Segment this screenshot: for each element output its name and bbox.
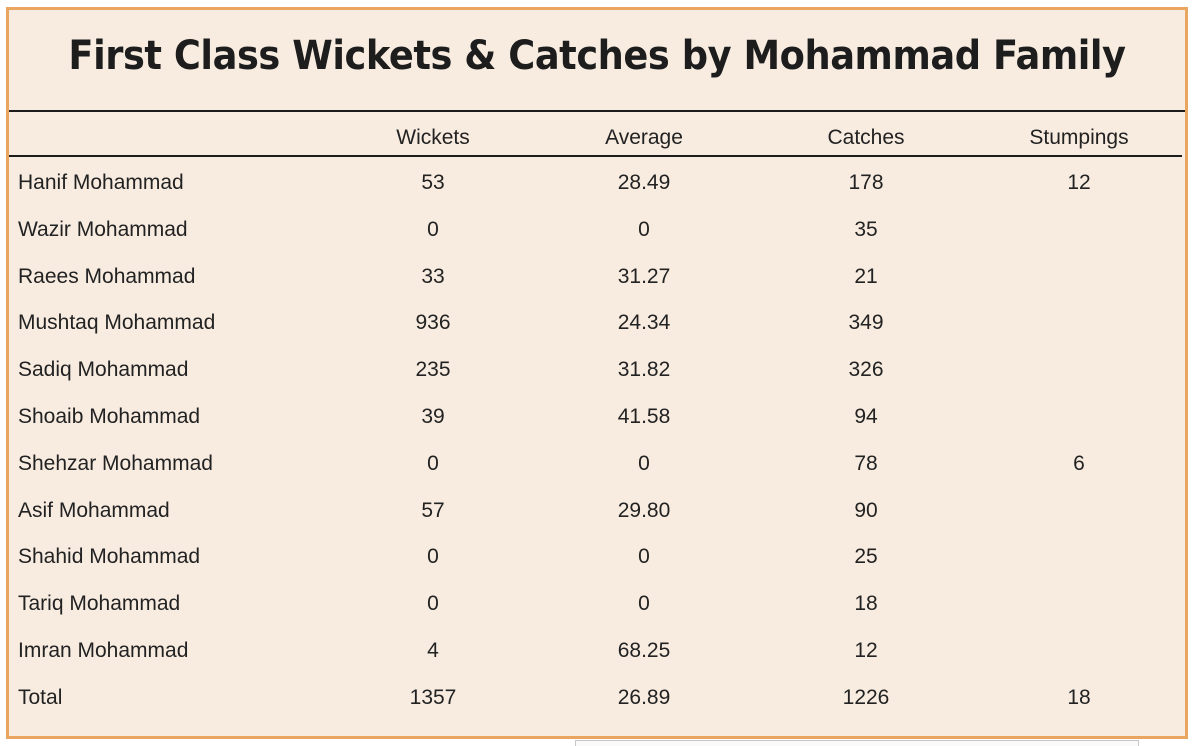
average-value: 28.49: [617, 171, 671, 194]
table-row: Shahid Mohammad 0 0 25: [9, 534, 1185, 580]
catches-value: 78: [854, 451, 878, 475]
average-value: 31.82: [617, 358, 671, 382]
wickets-value: 0: [427, 545, 439, 569]
header-average: Average: [605, 126, 683, 149]
stumpings-value: [979, 488, 1179, 534]
header-catches: Catches: [827, 126, 905, 149]
stumpings-value: [979, 207, 1179, 253]
table-row: Mushtaq Mohammad 936 24.34 349: [9, 300, 1185, 346]
wickets-value: 0: [427, 217, 439, 241]
stumpings-value: [979, 534, 1179, 580]
average-value: 0: [638, 545, 650, 569]
wickets-value: 0: [427, 451, 439, 475]
stumpings-value: [979, 581, 1179, 627]
table-card: First Class Wickets & Catches by Mohamma…: [6, 7, 1188, 739]
average-value: 29.80: [617, 498, 671, 522]
header-stumpings: Stumpings: [1029, 126, 1129, 149]
stumpings-value: [979, 300, 1179, 346]
stumpings-value: [979, 347, 1179, 393]
catches-value: 35: [854, 217, 878, 241]
catches-value: 21: [854, 264, 878, 288]
total-average: 26.89: [617, 685, 671, 709]
wickets-value: 235: [415, 358, 451, 382]
table-row: Shoaib Mohammad 39 41.58 94: [9, 394, 1185, 440]
wickets-value: 936: [415, 311, 451, 335]
wickets-value: 0: [427, 592, 439, 616]
table-row: Imran Mohammad 4 68.25 12: [9, 628, 1185, 674]
catches-value: 326: [848, 358, 884, 382]
title-divider: [9, 110, 1185, 112]
average-value: 0: [638, 592, 650, 616]
player-name: Sadiq Mohammad: [18, 358, 189, 382]
total-label: Total: [18, 685, 63, 709]
catches-value: 18: [854, 592, 878, 616]
average-value: 41.58: [617, 405, 671, 428]
player-name: Imran Mohammad: [18, 639, 189, 662]
stumpings-value: [979, 254, 1179, 300]
total-wickets: 1357: [409, 685, 457, 709]
player-name: Shoaib Mohammad: [18, 405, 201, 428]
wickets-value: 4: [427, 639, 439, 662]
player-name: Hanif Mohammad: [18, 171, 184, 194]
catches-value: 90: [854, 498, 878, 522]
average-value: 0: [638, 217, 650, 241]
catches-value: 94: [854, 405, 878, 428]
total-row: Total 1357 26.89 1226 18: [9, 675, 1185, 721]
player-name: Raees Mohammad: [18, 264, 196, 288]
header-wickets: Wickets: [396, 126, 470, 149]
wickets-value: 53: [421, 171, 445, 194]
table-row: Shehzar Mohammad 0 0 78 6: [9, 441, 1185, 487]
catches-value: 178: [848, 171, 884, 194]
player-name: Tariq Mohammad: [18, 592, 181, 616]
wickets-value: 57: [421, 498, 445, 522]
catches-value: 349: [848, 311, 884, 335]
average-value: 0: [638, 451, 650, 475]
table-row: Wazir Mohammad 0 0 35: [9, 207, 1185, 253]
catches-value: 12: [854, 639, 878, 662]
header-row: Wickets Average Catches Stumpings: [9, 113, 1185, 157]
table-row: Asif Mohammad 57 29.80 90: [9, 488, 1185, 534]
total-catches: 1226: [842, 685, 890, 709]
player-name: Mushtaq Mohammad: [18, 311, 216, 335]
bottom-scroll-edge: [575, 740, 1139, 746]
total-stumpings: 18: [1067, 685, 1091, 709]
table-row: Hanif Mohammad 53 28.49 178 12: [9, 160, 1185, 206]
catches-value: 25: [854, 545, 878, 569]
player-name: Shahid Mohammad: [18, 545, 201, 569]
header-divider: [9, 155, 1182, 157]
table-row: Raees Mohammad 33 31.27 21: [9, 254, 1185, 300]
average-value: 68.25: [617, 639, 671, 662]
average-value: 24.34: [617, 311, 671, 335]
wickets-value: 33: [421, 264, 445, 288]
player-name: Wazir Mohammad: [18, 217, 188, 241]
wickets-value: 39: [421, 405, 445, 428]
average-value: 31.27: [617, 264, 671, 288]
table-row: Sadiq Mohammad 235 31.82 326: [9, 347, 1185, 393]
table-row: Tariq Mohammad 0 0 18: [9, 581, 1185, 627]
player-name: Asif Mohammad: [18, 498, 170, 522]
table-title: First Class Wickets & Catches by Mohamma…: [68, 33, 1126, 79]
stumpings-value: [979, 394, 1179, 440]
stumpings-value: 12: [1067, 171, 1091, 194]
stumpings-value: [979, 628, 1179, 674]
stumpings-value: 6: [1073, 451, 1085, 475]
player-name: Shehzar Mohammad: [18, 451, 213, 475]
